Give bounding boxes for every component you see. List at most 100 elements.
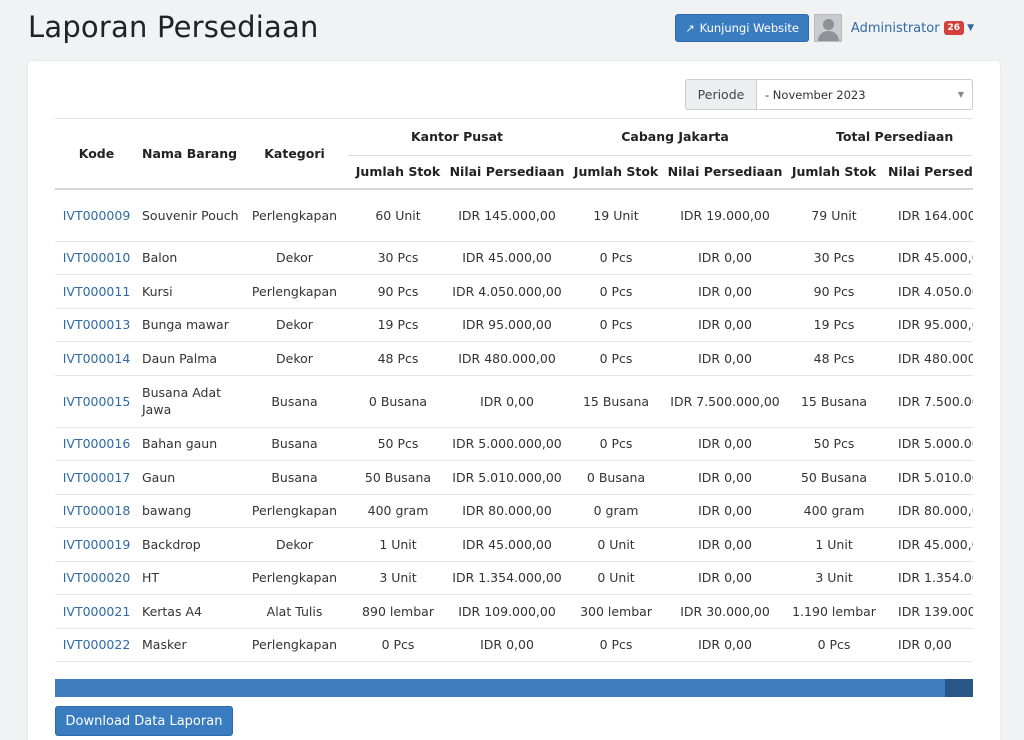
table-row: IVT000022 Masker Perlengkapan 0 Pcs IDR 0,00… xyxy=(55,628,973,662)
cell-cj-nilai-persediaan: IDR 0,00 xyxy=(666,460,785,495)
cell-nama-barang: Gaun xyxy=(138,460,241,495)
cell-cj-nilai-persediaan: IDR 0,00 xyxy=(666,274,785,309)
cell-cj-jumlah-stok: 0 Unit xyxy=(566,561,667,595)
cell-kategori: Dekor xyxy=(241,308,348,342)
report-table-body: IVT000009 Souvenir Pouch Perlengkapan 60 Un… xyxy=(55,189,973,662)
cell-nama-barang: Balon xyxy=(138,241,241,275)
cell-kode[interactable]: IVT000021 xyxy=(55,594,138,629)
cell-kategori: Perlengkapan xyxy=(241,561,348,595)
cell-tot-jumlah-stok: 1 Unit xyxy=(784,527,885,562)
avatar[interactable] xyxy=(813,14,842,42)
cell-kategori: Perlengkapan xyxy=(241,628,348,662)
cell-cj-jumlah-stok: 0 Pcs xyxy=(566,308,667,342)
visit-website-button[interactable]: ↗ Kunjungi Website xyxy=(675,14,809,42)
cell-kode[interactable]: IVT000020 xyxy=(55,561,138,595)
cell-tot-nilai-persediaan: IDR 45.000,00 xyxy=(884,241,973,275)
cell-cj-nilai-persediaan: IDR 30.000,00 xyxy=(666,594,785,629)
cell-kp-jumlah-stok: 48 Pcs xyxy=(348,341,448,376)
cell-tot-jumlah-stok: 3 Unit xyxy=(784,561,885,595)
header-cj-nilai-persediaan: Nilai Persediaan xyxy=(666,154,785,190)
header-nama-barang: Nama Barang xyxy=(138,119,241,190)
cell-tot-nilai-persediaan: IDR 5.000.000,00 xyxy=(884,427,973,461)
table-row: IVT000013 Bunga mawar Dekor 19 Pcs IDR 95.00… xyxy=(55,308,973,342)
cell-kode[interactable]: IVT000014 xyxy=(55,341,138,376)
cell-kode[interactable]: IVT000018 xyxy=(55,494,138,528)
cell-tot-jumlah-stok: 400 gram xyxy=(784,494,885,528)
cell-kp-nilai-persediaan: IDR 5.010.000,00 xyxy=(448,460,567,495)
header-kode: Kode xyxy=(55,119,138,190)
user-menu-name[interactable]: Administrator xyxy=(850,20,940,36)
cell-kode[interactable]: IVT000015 xyxy=(55,375,138,428)
cell-nama-barang: bawang xyxy=(138,494,241,528)
dropdown-arrow-icon: ▼ xyxy=(957,90,964,99)
report-table: Kode Nama Barang Kategori Kantor Pusat C… xyxy=(55,119,973,662)
cell-kp-nilai-persediaan: IDR 5.000.000,00 xyxy=(448,427,567,461)
cell-nama-barang: Backdrop xyxy=(138,527,241,562)
table-row: IVT000014 Daun Palma Dekor 48 Pcs IDR 480.00… xyxy=(55,341,973,376)
page-title: Laporan Persediaan xyxy=(28,10,319,44)
horizontal-scrollbar[interactable] xyxy=(55,679,973,697)
cell-kp-jumlah-stok: 400 gram xyxy=(348,494,448,528)
cell-tot-nilai-persediaan: IDR 45.000,00 xyxy=(884,527,973,562)
cell-tot-nilai-persediaan: IDR 5.010.000,00 xyxy=(884,460,973,495)
cell-kode[interactable]: IVT000010 xyxy=(55,241,138,275)
cell-kode[interactable]: IVT000016 xyxy=(55,427,138,461)
table-row: IVT000016 Bahan gaun Busana 50 Pcs IDR 5.000… xyxy=(55,427,973,461)
cell-kp-jumlah-stok: 0 Busana xyxy=(348,375,448,428)
cell-cj-jumlah-stok: 15 Busana xyxy=(566,375,667,428)
cell-cj-nilai-persediaan: IDR 0,00 xyxy=(666,241,785,275)
cell-kategori: Busana xyxy=(241,375,348,428)
cell-kp-jumlah-stok: 60 Unit xyxy=(348,189,448,242)
periode-select[interactable]: - November 2023 ▼ xyxy=(756,79,973,110)
cell-kode[interactable]: IVT000017 xyxy=(55,460,138,495)
cell-nama-barang: Kertas A4 xyxy=(138,594,241,629)
table-row: IVT000009 Souvenir Pouch Perlengkapan 60 Un… xyxy=(55,189,973,242)
cell-kode[interactable]: IVT000022 xyxy=(55,628,138,662)
cell-nama-barang: HT xyxy=(138,561,241,595)
table-row: IVT000019 Backdrop Dekor 1 Unit IDR 45.000,0… xyxy=(55,527,973,562)
cell-tot-nilai-persediaan: IDR 1.354.000,00 xyxy=(884,561,973,595)
cell-kp-nilai-persediaan: IDR 480.000,00 xyxy=(448,341,567,376)
header-kategori: Kategori xyxy=(241,119,348,190)
cell-kode[interactable]: IVT000011 xyxy=(55,274,138,309)
cell-kategori: Alat Tulis xyxy=(241,594,348,629)
cell-kode[interactable]: IVT000009 xyxy=(55,189,138,242)
cell-cj-nilai-persediaan: IDR 0,00 xyxy=(666,427,785,461)
cell-cj-jumlah-stok: 19 Unit xyxy=(566,189,667,242)
avatar-head xyxy=(822,19,834,30)
cell-kode[interactable]: IVT000013 xyxy=(55,308,138,342)
report-card: Periode - November 2023 ▼ Kode Nama Bara… xyxy=(28,61,1000,740)
cell-kode[interactable]: IVT000019 xyxy=(55,527,138,562)
cell-tot-jumlah-stok: 0 Pcs xyxy=(784,628,885,662)
cell-tot-jumlah-stok: 48 Pcs xyxy=(784,341,885,376)
cell-nama-barang: Busana Adat Jawa xyxy=(138,375,241,428)
chevron-down-icon[interactable]: ▼ xyxy=(967,23,974,33)
cell-kategori: Dekor xyxy=(241,527,348,562)
cell-cj-nilai-persediaan: IDR 0,00 xyxy=(666,527,785,562)
cell-cj-nilai-persediaan: IDR 7.500.000,00 xyxy=(666,375,785,428)
report-table-container[interactable]: Kode Nama Barang Kategori Kantor Pusat C… xyxy=(55,118,973,662)
cell-nama-barang: Bahan gaun xyxy=(138,427,241,461)
cell-kategori: Dekor xyxy=(241,241,348,275)
cell-nama-barang: Kursi xyxy=(138,274,241,309)
table-row: IVT000021 Kertas A4 Alat Tulis 890 lembar ID… xyxy=(55,594,973,629)
header-cabang-jakarta: Cabang Jakarta xyxy=(621,129,729,145)
cell-tot-nilai-persediaan: IDR 480.000,00 xyxy=(884,341,973,376)
cell-kp-jumlah-stok: 1 Unit xyxy=(348,527,448,562)
cell-kp-jumlah-stok: 50 Pcs xyxy=(348,427,448,461)
header-kp-jumlah-stok: Jumlah Stok xyxy=(348,154,448,190)
cell-kategori: Perlengkapan xyxy=(241,274,348,309)
cell-kp-jumlah-stok: 0 Pcs xyxy=(348,628,448,662)
cell-kp-nilai-persediaan: IDR 45.000,00 xyxy=(448,527,567,562)
download-report-button[interactable]: Download Data Laporan xyxy=(55,706,233,736)
scrollbar-thumb[interactable] xyxy=(945,679,973,697)
cell-tot-jumlah-stok: 90 Pcs xyxy=(784,274,885,309)
cell-tot-jumlah-stok: 1.190 lembar xyxy=(784,594,885,629)
cell-nama-barang: Masker xyxy=(138,628,241,662)
cell-kp-nilai-persediaan: IDR 1.354.000,00 xyxy=(448,561,567,595)
cell-cj-nilai-persediaan: IDR 0,00 xyxy=(666,561,785,595)
header-tot-jumlah-stok: Jumlah Stok xyxy=(784,154,885,190)
cell-nama-barang: Bunga mawar xyxy=(138,308,241,342)
cell-kp-nilai-persediaan: IDR 45.000,00 xyxy=(448,241,567,275)
header-kantor-pusat: Kantor Pusat xyxy=(411,129,504,145)
